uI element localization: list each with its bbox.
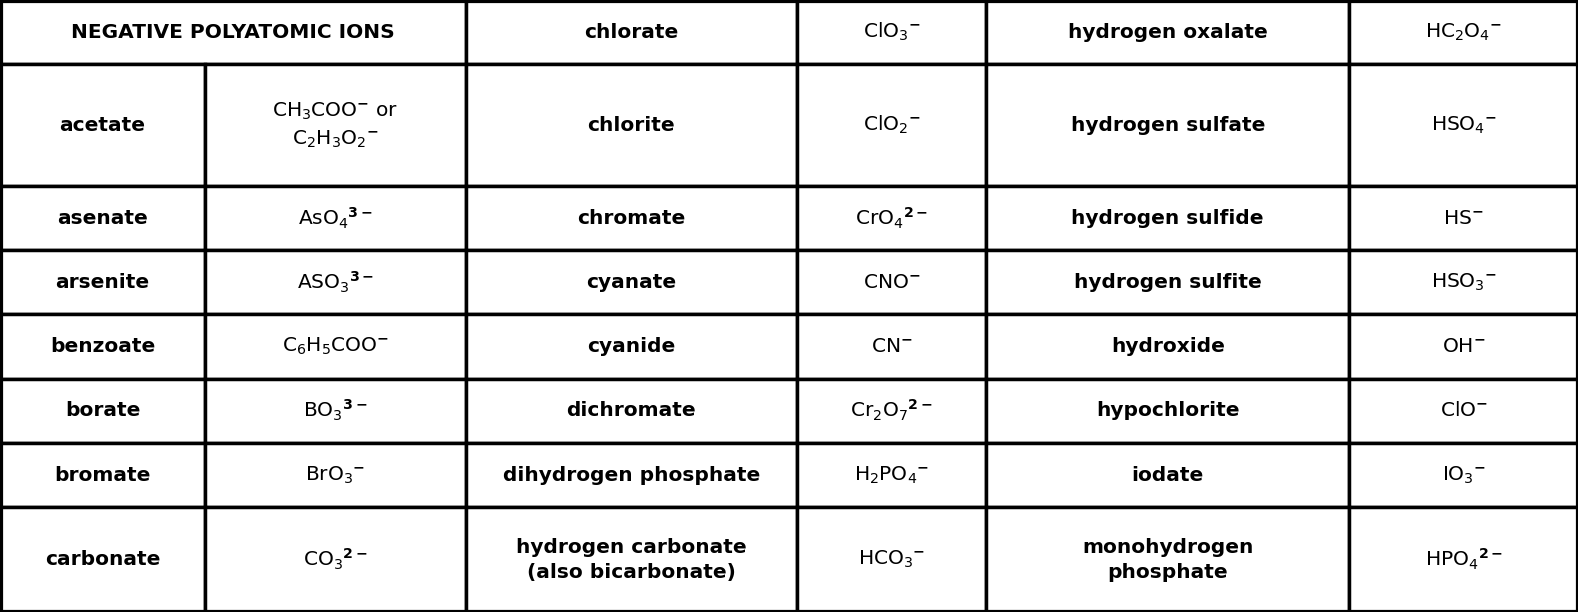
Text: IO$_3$$^{\mathbf{-}}$: IO$_3$$^{\mathbf{-}}$ [1442, 465, 1485, 486]
Text: chlorite: chlorite [587, 116, 675, 135]
Bar [1349, 443, 1578, 507]
Bar [797, 0, 986, 64]
Text: H$_2$PO$_4$$^{\mathbf{-}}$: H$_2$PO$_4$$^{\mathbf{-}}$ [854, 465, 929, 486]
Text: HPO$_4$$^{\mathbf{2-}}$: HPO$_4$$^{\mathbf{2-}}$ [1425, 547, 1502, 572]
Bar [466, 250, 797, 315]
Text: dichromate: dichromate [567, 401, 696, 420]
Text: OH$^{\mathbf{-}}$: OH$^{\mathbf{-}}$ [1442, 337, 1485, 356]
Text: C$_6$H$_5$COO$^{\mathbf{-}}$: C$_6$H$_5$COO$^{\mathbf{-}}$ [282, 336, 388, 357]
Bar [0, 64, 205, 186]
Text: chlorate: chlorate [584, 23, 679, 42]
Text: CrO$_4$$^{\mathbf{2-}}$: CrO$_4$$^{\mathbf{2-}}$ [855, 206, 928, 231]
Bar [0, 379, 205, 443]
Bar [0, 443, 205, 507]
Bar [0, 250, 205, 315]
Bar [466, 379, 797, 443]
Bar [797, 64, 986, 186]
Text: hydrogen sulfate: hydrogen sulfate [1070, 116, 1266, 135]
Bar [986, 315, 1349, 379]
Bar [466, 64, 797, 186]
Bar [0, 315, 205, 379]
Bar [466, 507, 797, 612]
Bar [797, 443, 986, 507]
Text: carbonate: carbonate [44, 550, 161, 569]
Bar [1349, 0, 1578, 64]
Bar [205, 186, 466, 250]
Text: HCO$_3$$^{\mathbf{-}}$: HCO$_3$$^{\mathbf{-}}$ [858, 549, 925, 570]
Bar [797, 250, 986, 315]
Bar [466, 186, 797, 250]
Bar [205, 250, 466, 315]
Text: borate: borate [65, 401, 140, 420]
Text: hydrogen carbonate
(also bicarbonate): hydrogen carbonate (also bicarbonate) [516, 537, 746, 581]
Text: ClO$_2$$^{\mathbf{-}}$: ClO$_2$$^{\mathbf{-}}$ [863, 114, 920, 136]
Bar [205, 315, 466, 379]
Text: iodate: iodate [1131, 466, 1204, 485]
Bar [205, 507, 466, 612]
Text: bromate: bromate [54, 466, 151, 485]
Bar [1349, 250, 1578, 315]
Text: AsO$_4$$^{\mathbf{3-}}$: AsO$_4$$^{\mathbf{3-}}$ [298, 206, 372, 231]
Bar [986, 0, 1349, 64]
Text: HSO$_4$$^{\mathbf{-}}$: HSO$_4$$^{\mathbf{-}}$ [1431, 114, 1496, 136]
Text: CNO$^{\mathbf{-}}$: CNO$^{\mathbf{-}}$ [863, 273, 920, 292]
Text: CO$_3$$^{\mathbf{2-}}$: CO$_3$$^{\mathbf{2-}}$ [303, 547, 368, 572]
Text: Cr$_2$O$_7$$^{\mathbf{2-}}$: Cr$_2$O$_7$$^{\mathbf{2-}}$ [851, 398, 933, 424]
Bar [0, 186, 205, 250]
Text: dihydrogen phosphate: dihydrogen phosphate [502, 466, 761, 485]
Text: CN$^{\mathbf{-}}$: CN$^{\mathbf{-}}$ [871, 337, 912, 356]
Bar [797, 379, 986, 443]
Text: NEGATIVE POLYATOMIC IONS: NEGATIVE POLYATOMIC IONS [71, 23, 394, 42]
Bar [466, 0, 797, 64]
Text: HSO$_3$$^{\mathbf{-}}$: HSO$_3$$^{\mathbf{-}}$ [1431, 272, 1496, 293]
Bar [986, 507, 1349, 612]
Bar [1349, 315, 1578, 379]
Text: asenate: asenate [57, 209, 148, 228]
Bar [466, 315, 797, 379]
Bar [0, 507, 205, 612]
Text: ClO$^{\mathbf{-}}$: ClO$^{\mathbf{-}}$ [1439, 401, 1488, 420]
Bar [1349, 379, 1578, 443]
Text: arsenite: arsenite [55, 273, 150, 292]
Bar [986, 64, 1349, 186]
Text: benzoate: benzoate [50, 337, 155, 356]
Text: hydroxide: hydroxide [1111, 337, 1225, 356]
Text: ClO$_3$$^{\mathbf{-}}$: ClO$_3$$^{\mathbf{-}}$ [863, 21, 920, 43]
Bar [797, 507, 986, 612]
Bar [205, 443, 466, 507]
Text: CH$_3$COO$^{\mathbf{-}}$ or
C$_2$H$_3$O$_2$$^{\mathbf{-}}$: CH$_3$COO$^{\mathbf{-}}$ or C$_2$H$_3$O$… [273, 100, 398, 149]
Bar [986, 379, 1349, 443]
Text: HS$^{\mathbf{-}}$: HS$^{\mathbf{-}}$ [1444, 209, 1483, 228]
Bar [797, 186, 986, 250]
Bar [1349, 186, 1578, 250]
Text: ASO$_3$$^{\mathbf{3-}}$: ASO$_3$$^{\mathbf{3-}}$ [297, 270, 374, 295]
Text: hypochlorite: hypochlorite [1097, 401, 1239, 420]
Text: cyanide: cyanide [587, 337, 675, 356]
Bar [466, 443, 797, 507]
Text: hydrogen sulfite: hydrogen sulfite [1075, 273, 1261, 292]
Text: monohydrogen
phosphate: monohydrogen phosphate [1083, 537, 1253, 581]
Text: acetate: acetate [60, 116, 145, 135]
Text: chromate: chromate [578, 209, 685, 228]
Bar [1349, 507, 1578, 612]
Text: hydrogen sulfide: hydrogen sulfide [1071, 209, 1264, 228]
Bar [986, 186, 1349, 250]
Bar [797, 315, 986, 379]
Text: BO$_3$$^{\mathbf{3-}}$: BO$_3$$^{\mathbf{3-}}$ [303, 398, 368, 424]
Bar [986, 443, 1349, 507]
Text: cyanate: cyanate [585, 273, 677, 292]
Text: HC$_2$O$_4$$^{\mathbf{-}}$: HC$_2$O$_4$$^{\mathbf{-}}$ [1425, 21, 1502, 43]
Bar [986, 250, 1349, 315]
Text: hydrogen oxalate: hydrogen oxalate [1068, 23, 1267, 42]
Bar [205, 64, 466, 186]
Bar [1349, 64, 1578, 186]
Bar [205, 379, 466, 443]
Bar [0, 0, 466, 64]
Text: BrO$_3$$^{\mathbf{-}}$: BrO$_3$$^{\mathbf{-}}$ [305, 465, 366, 486]
